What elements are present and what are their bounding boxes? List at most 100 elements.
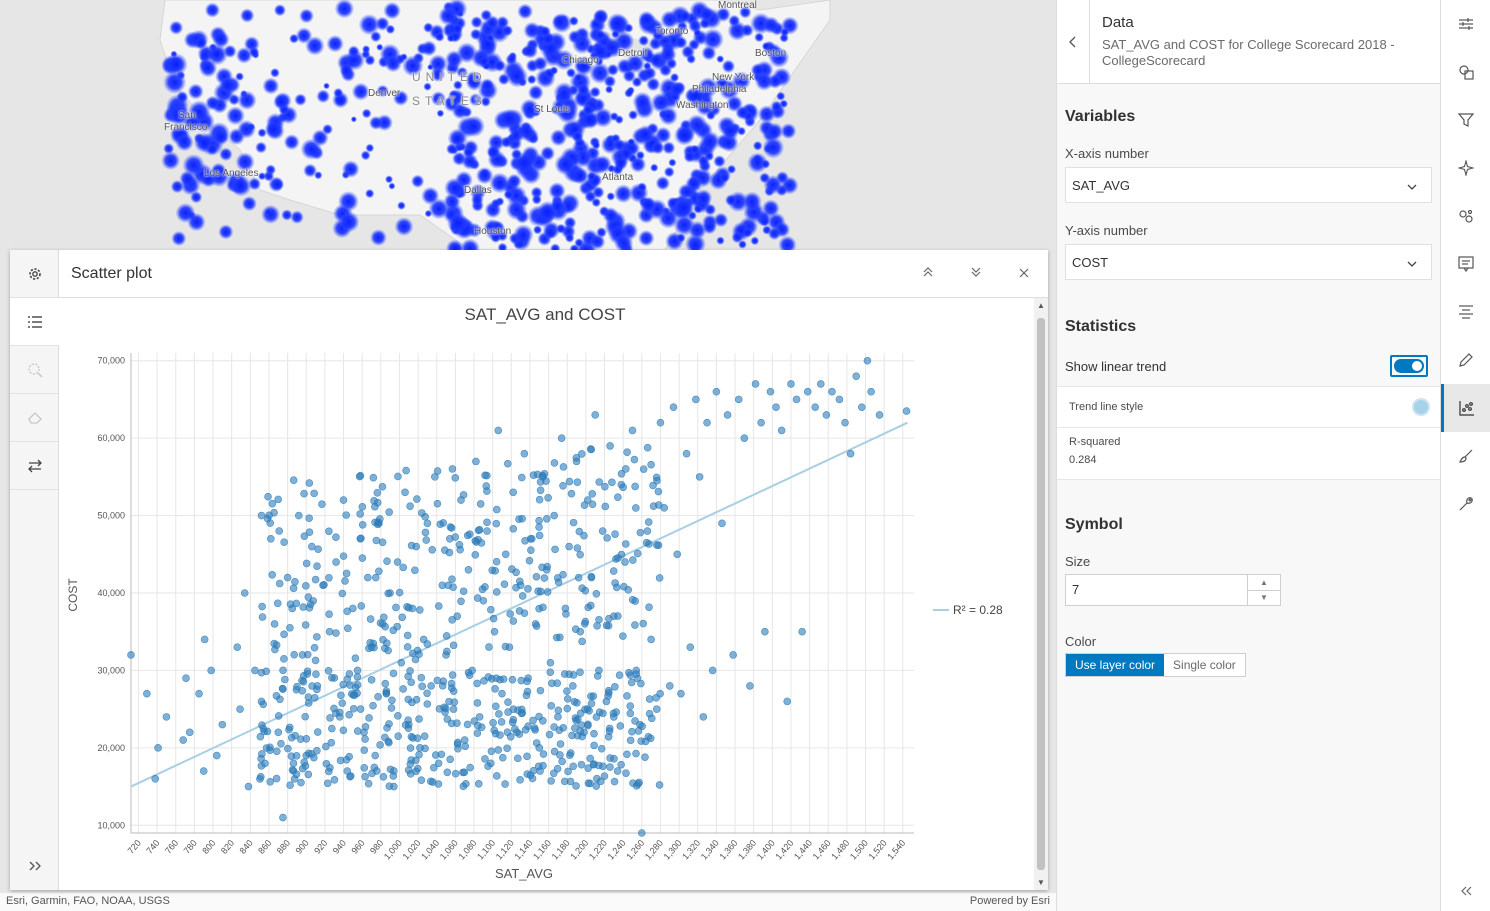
college-point[interactable] — [365, 143, 375, 153]
college-point[interactable] — [410, 174, 425, 188]
college-point[interactable] — [604, 85, 614, 94]
college-point[interactable] — [163, 70, 187, 94]
college-point[interactable] — [397, 201, 406, 210]
college-point[interactable] — [742, 227, 753, 238]
college-point[interactable] — [580, 110, 600, 130]
college-point[interactable] — [549, 128, 568, 147]
college-point[interactable] — [527, 84, 544, 101]
college-point[interactable] — [721, 122, 740, 141]
college-point[interactable] — [421, 186, 440, 205]
college-point[interactable] — [683, 150, 696, 163]
clustering-icon[interactable] — [1441, 192, 1490, 240]
college-point[interactable] — [716, 236, 725, 245]
college-point[interactable] — [384, 175, 394, 184]
college-point[interactable] — [499, 108, 520, 129]
college-point[interactable] — [364, 54, 376, 66]
college-point[interactable] — [299, 8, 314, 24]
college-point[interactable] — [652, 29, 664, 42]
college-point[interactable] — [701, 28, 724, 51]
college-point[interactable] — [735, 105, 750, 120]
college-point[interactable] — [206, 143, 219, 155]
college-point[interactable] — [676, 21, 688, 33]
college-point[interactable] — [596, 226, 607, 238]
college-point[interactable] — [490, 220, 505, 235]
college-point[interactable] — [446, 33, 456, 43]
college-point[interactable] — [631, 76, 643, 88]
college-point[interactable] — [713, 212, 729, 228]
college-point[interactable] — [668, 81, 686, 98]
college-point[interactable] — [553, 82, 576, 104]
college-point[interactable] — [713, 155, 726, 168]
chevrons-left-icon[interactable] — [1441, 884, 1490, 899]
college-point[interactable] — [369, 229, 387, 247]
scroll-down-icon[interactable]: ▼ — [1037, 878, 1045, 887]
college-point[interactable] — [503, 189, 514, 200]
college-point[interactable] — [430, 91, 447, 107]
college-point[interactable] — [506, 65, 529, 88]
college-point[interactable] — [662, 141, 676, 155]
college-point[interactable] — [550, 198, 566, 214]
college-point[interactable] — [747, 152, 768, 174]
college-point[interactable] — [469, 93, 483, 107]
college-point[interactable] — [699, 130, 721, 152]
college-point[interactable] — [165, 53, 188, 76]
college-point[interactable] — [719, 172, 730, 183]
college-point[interactable] — [650, 92, 672, 113]
college-point[interactable] — [679, 10, 691, 23]
college-point[interactable] — [241, 195, 257, 212]
college-point[interactable] — [740, 23, 754, 37]
college-point[interactable] — [384, 54, 402, 73]
college-point[interactable] — [394, 217, 414, 237]
college-point[interactable] — [522, 43, 539, 59]
college-point[interactable] — [519, 98, 540, 119]
trend-style-row[interactable]: Trend line style — [1057, 386, 1440, 428]
college-point[interactable] — [691, 99, 700, 108]
college-point[interactable] — [478, 56, 490, 67]
size-input-value[interactable]: 7 — [1072, 582, 1080, 597]
college-point[interactable] — [326, 34, 344, 53]
college-point[interactable] — [590, 42, 610, 62]
college-point[interactable] — [204, 2, 221, 18]
decrement-icon[interactable]: ▼ — [1260, 593, 1268, 603]
college-point[interactable] — [424, 209, 433, 218]
college-point[interactable] — [646, 77, 661, 92]
college-point[interactable] — [565, 67, 577, 78]
college-point[interactable] — [526, 74, 537, 85]
labels-icon[interactable] — [1441, 288, 1490, 336]
college-point[interactable] — [438, 6, 458, 26]
college-point[interactable] — [218, 224, 234, 240]
college-point[interactable] — [638, 229, 655, 247]
college-point[interactable] — [704, 203, 717, 216]
college-point[interactable] — [611, 29, 620, 39]
college-point[interactable] — [724, 194, 737, 207]
popup-icon[interactable] — [1441, 240, 1490, 288]
college-point[interactable] — [237, 119, 256, 139]
scroll-thumb[interactable] — [1037, 318, 1045, 870]
college-point[interactable] — [270, 67, 280, 78]
college-point[interactable] — [219, 147, 233, 162]
college-point[interactable] — [742, 191, 762, 212]
college-point[interactable] — [698, 6, 715, 23]
sparkle-icon[interactable] — [1441, 144, 1490, 192]
college-point[interactable] — [659, 45, 677, 64]
college-point[interactable] — [463, 115, 485, 138]
college-point[interactable] — [351, 82, 370, 101]
college-point[interactable] — [663, 166, 675, 178]
college-point[interactable] — [571, 130, 584, 143]
college-point[interactable] — [540, 145, 556, 161]
college-point[interactable] — [338, 211, 360, 233]
college-point[interactable] — [361, 108, 372, 119]
college-point[interactable] — [506, 173, 522, 189]
college-point[interactable] — [300, 138, 322, 160]
college-point[interactable] — [669, 72, 680, 83]
college-point[interactable] — [436, 109, 445, 118]
college-point[interactable] — [754, 71, 774, 91]
college-point[interactable] — [612, 138, 626, 152]
filter-icon[interactable] — [1441, 96, 1490, 144]
college-point[interactable] — [175, 132, 194, 152]
college-point[interactable] — [695, 189, 713, 207]
college-point[interactable] — [264, 208, 272, 217]
college-point[interactable] — [658, 63, 673, 77]
college-point[interactable] — [549, 66, 559, 75]
college-point[interactable] — [592, 141, 601, 150]
